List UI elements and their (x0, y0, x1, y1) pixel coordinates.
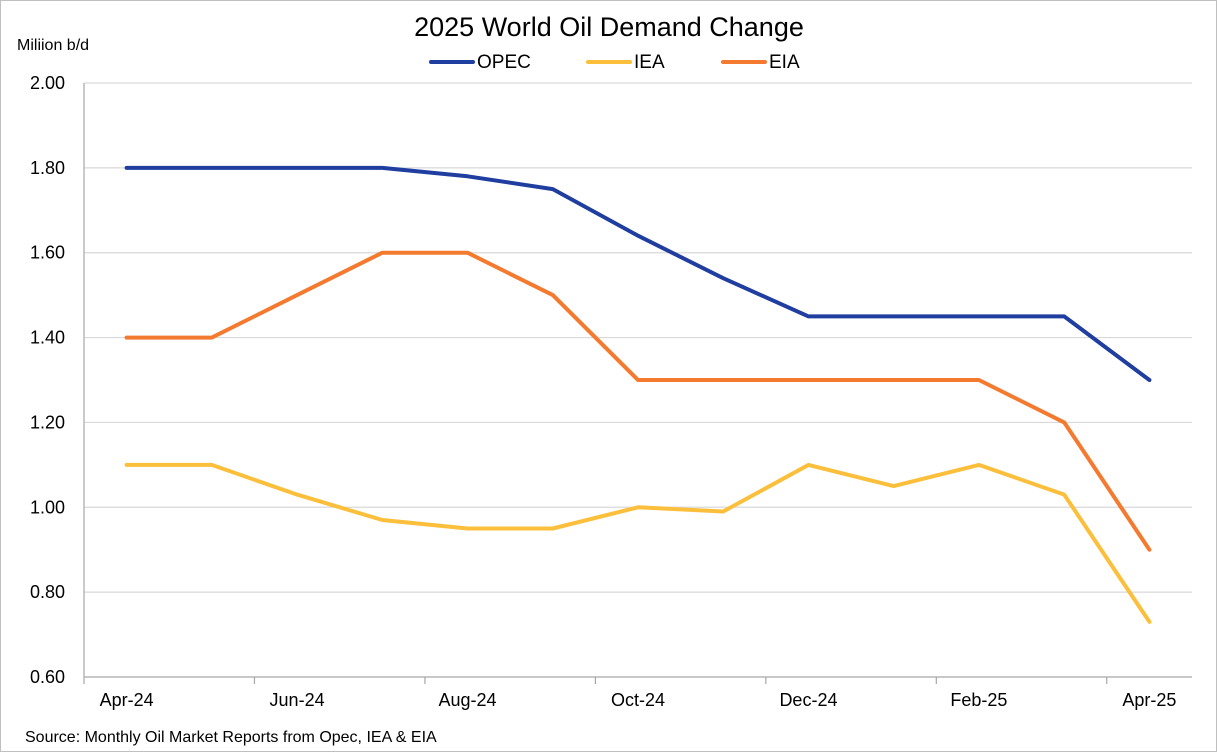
legend-label-iea: IEA (634, 52, 665, 73)
series-line-iea (124, 462, 1152, 624)
x-tick-label: Dec-24 (779, 690, 837, 710)
legend-label-opec: OPEC (477, 52, 531, 73)
y-tick-label: 1.60 (30, 243, 65, 263)
y-axis-unit-label: Miliion b/d (17, 37, 89, 54)
legend: OPEC IEA EIA (429, 52, 800, 73)
series-lines (124, 165, 1152, 624)
series-line-eia (124, 250, 1152, 552)
series-line-opec (124, 165, 1152, 382)
x-tick-label: Jun-24 (270, 690, 325, 710)
y-tick-label: 1.00 (30, 497, 65, 517)
gridlines (84, 82, 1192, 593)
y-tick-label: 0.60 (30, 667, 65, 687)
legend-label-eia: EIA (769, 52, 800, 73)
y-tick-label: 1.20 (30, 412, 65, 432)
y-tick-label: 1.40 (30, 328, 65, 348)
y-tick-label: 0.80 (30, 582, 65, 602)
x-tick-label: Oct-24 (611, 690, 665, 710)
x-tick-label: Aug-24 (439, 690, 497, 710)
chart-title: 2025 World Oil Demand Change (414, 12, 804, 42)
y-tick-label: 2.00 (30, 73, 65, 93)
axes: 0.60 0.80 1.00 1.20 1.40 1.60 1.80 2.00 Apr-24 Ju… (30, 73, 1192, 710)
x-tick-label: Apr-25 (1122, 690, 1176, 710)
x-tick-label: Feb-25 (950, 690, 1007, 710)
x-tick-label: Apr-24 (100, 690, 154, 710)
source-note: Source: Monthly Oil Market Reports from … (25, 729, 437, 746)
y-tick-label: 1.80 (30, 158, 65, 178)
